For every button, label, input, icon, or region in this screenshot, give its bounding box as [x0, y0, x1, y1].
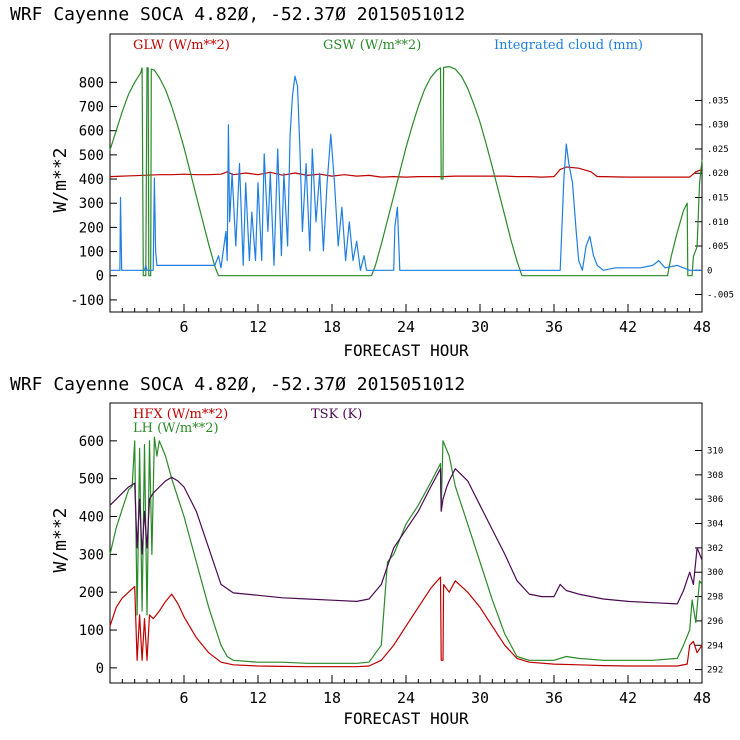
chart-top-series	[109, 65, 703, 277]
chart-top-y-ticks: 800 700 600 500 400 300 200 100 0 -100	[70, 75, 117, 309]
x-tick-label: 48	[693, 318, 711, 336]
y2-tick-label: .030	[707, 121, 729, 131]
chart-bottom-xlabel: FORECAST HOUR	[343, 709, 469, 728]
y-tick-label: 100	[79, 245, 104, 261]
chart-bottom-series	[109, 436, 703, 668]
chart-bottom-y-ticks: 600 500 400 300 200 100 0	[79, 434, 117, 677]
chart-bottom-ylabel: W/m**2	[50, 507, 71, 572]
y-tick-label: -100	[70, 293, 104, 309]
chart-bottom: WRF Cayenne SOCA 4.82Ø, -52.37Ø 20150510…	[10, 374, 723, 728]
chart-bottom-x-ticks: 6 12 18 24 30 36 42 48	[121, 675, 711, 707]
y2-tick-label: 300	[707, 568, 723, 578]
x-tick-label: 48	[693, 689, 711, 707]
series-line-lh	[109, 436, 703, 664]
y-tick-label: 0	[96, 661, 104, 677]
x-tick-label: 36	[545, 689, 563, 707]
y-tick-label: 300	[79, 196, 104, 212]
chart-bottom-y2-ticks: 310 308 306 304 302 300 298 296 294 292	[695, 446, 723, 676]
series-line-tsk	[109, 468, 703, 605]
y2-tick-label: 296	[707, 617, 723, 627]
y-tick-label: 0	[96, 269, 104, 285]
y2-tick-label: 308	[707, 471, 723, 481]
x-tick-label: 42	[619, 318, 637, 336]
x-tick-label: 42	[619, 689, 637, 707]
y-tick-label: 400	[79, 172, 104, 188]
y-tick-label: 700	[79, 100, 104, 116]
legend-bottom-lh: LH (W/m**2)	[133, 421, 219, 436]
y2-tick-label: 294	[707, 641, 723, 651]
y2-tick-label: .025	[707, 145, 729, 155]
y-tick-label: 500	[79, 148, 104, 164]
chart-top-title: WRF Cayenne SOCA 4.82Ø, -52.37Ø 20150510…	[10, 4, 465, 25]
chart-top-xlabel: FORECAST HOUR	[343, 341, 469, 360]
y-tick-label: 300	[79, 547, 104, 563]
y2-tick-label: .020	[707, 169, 729, 179]
x-tick-label: 18	[323, 318, 341, 336]
y-tick-label: 600	[79, 124, 104, 140]
y-tick-label: 500	[79, 472, 104, 488]
x-tick-label: 12	[249, 318, 267, 336]
chart-top: WRF Cayenne SOCA 4.82Ø, -52.37Ø 20150510…	[10, 4, 734, 360]
x-tick-label: 30	[471, 318, 489, 336]
y2-tick-label: .035	[707, 96, 729, 106]
legend-top-gsw: GSW (W/m**2)	[323, 38, 421, 53]
y2-tick-label: 0	[707, 266, 712, 276]
x-tick-label: 18	[323, 689, 341, 707]
x-tick-label: 24	[397, 689, 415, 707]
chart-top-x-ticks: 6 12 18 24 30 36 42 48	[121, 304, 711, 336]
chart-top-ylabel: W/m**2	[50, 147, 71, 212]
y2-tick-label: 298	[707, 593, 723, 603]
y-tick-label: 200	[79, 585, 104, 601]
y2-tick-label: 306	[707, 495, 723, 505]
y-tick-label: 200	[79, 220, 104, 236]
y-tick-label: 100	[79, 623, 104, 639]
x-tick-label: 6	[179, 318, 188, 336]
y-tick-label: 600	[79, 434, 104, 450]
y2-tick-label: .010	[707, 218, 729, 228]
series-line-hfx	[109, 576, 703, 668]
x-tick-label: 30	[471, 689, 489, 707]
legend-top-glw: GLW (W/m**2)	[133, 38, 230, 53]
chart-bottom-title: WRF Cayenne SOCA 4.82Ø, -52.37Ø 20150510…	[10, 374, 465, 395]
y2-tick-label: 304	[707, 520, 723, 530]
y-tick-label: 400	[79, 510, 104, 526]
x-tick-label: 12	[249, 689, 267, 707]
x-tick-label: 24	[397, 318, 415, 336]
legend-top-cloud: Integrated cloud (mm)	[494, 38, 643, 53]
y2-tick-label: 292	[707, 666, 723, 676]
series-line-integrated	[110, 75, 702, 271]
y-tick-label: 800	[79, 75, 104, 91]
x-tick-label: 6	[179, 689, 188, 707]
y2-tick-label: .005	[707, 242, 729, 252]
x-tick-label: 36	[545, 318, 563, 336]
y2-tick-label: 310	[707, 446, 723, 456]
y2-tick-label: .015	[707, 194, 729, 204]
y2-tick-label: 302	[707, 544, 723, 554]
chart-top-y2-ticks: .035 .030 .025 .020 .015 .010 .005 0 -.005	[695, 96, 734, 301]
legend-bottom-tsk: TSK (K)	[311, 407, 362, 422]
series-line-gsw	[109, 65, 703, 277]
y2-tick-label: -.005	[707, 291, 734, 301]
series-line-glw	[109, 166, 703, 178]
legend-bottom-hfx: HFX (W/m**2)	[133, 407, 228, 422]
